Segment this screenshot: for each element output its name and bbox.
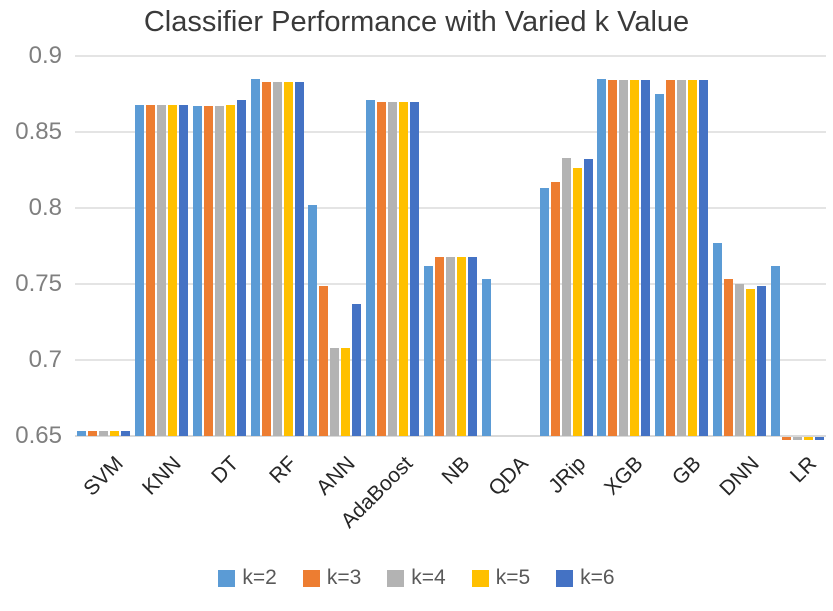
- bar-AdaBoost-k=6: [410, 101, 420, 436]
- bar-AdaBoost-k=5: [399, 101, 409, 436]
- bar-LR-k=4: [792, 437, 802, 441]
- bar-SVM-k=2: [77, 431, 87, 436]
- y-axis-tick-label: 0.65: [15, 422, 62, 449]
- chart-title: Classifier Performance with Varied k Val…: [143, 6, 690, 38]
- bar-RF-k=6: [294, 81, 304, 436]
- bar-KNN-k=4: [157, 104, 167, 436]
- bar-DNN-k=4: [734, 284, 744, 436]
- y-axis-tick-label: 0.85: [15, 118, 62, 145]
- bar-SVM-k=6: [121, 431, 131, 436]
- bar-GB-k=6: [699, 80, 709, 436]
- bar-JRip-k=3: [550, 182, 560, 436]
- bar-RF-k=2: [250, 78, 260, 436]
- bar-LR-k=3: [781, 437, 791, 441]
- bar-LR-k=5: [803, 437, 813, 441]
- legend-item-k=3: k=3: [302, 566, 362, 590]
- gridline-0.8: [75, 207, 826, 209]
- bar-LR-k=2: [770, 265, 780, 436]
- bar-QDA-k=2: [481, 279, 491, 436]
- bar-KNN-k=5: [168, 104, 178, 436]
- legend-label: k=5: [495, 566, 531, 589]
- legend-swatch-icon: [471, 569, 489, 587]
- bar-KNN-k=2: [135, 104, 145, 436]
- bar-NB-k=3: [435, 256, 444, 436]
- bar-NB-k=5: [457, 256, 466, 436]
- bar-SVM-k=5: [110, 431, 120, 436]
- x-axis-category-label-LR: LR: [605, 452, 821, 487]
- legend-label: k=2: [242, 566, 277, 589]
- legend-item-k=5: k=5: [471, 566, 531, 590]
- bar-XGB-k=2: [597, 78, 607, 436]
- plot-area: [75, 55, 826, 441]
- bar-NB-k=4: [446, 256, 455, 436]
- legend-swatch-icon: [387, 569, 405, 587]
- bar-JRip-k=6: [583, 159, 593, 436]
- legend-swatch-icon: [556, 569, 574, 587]
- y-axis-tick-label: 0.7: [28, 346, 62, 373]
- bar-LR-k=6: [814, 437, 824, 441]
- bar-ANN-k=4: [330, 347, 340, 436]
- bar-DT-k=3: [203, 106, 213, 436]
- gridline-0.9: [75, 55, 826, 57]
- bar-NB-k=2: [424, 265, 433, 436]
- bar-GB-k=4: [677, 80, 687, 436]
- bar-DT-k=2: [192, 106, 202, 436]
- bar-JRip-k=5: [572, 168, 582, 436]
- bar-JRip-k=2: [539, 188, 549, 436]
- legend-item-k=4: k=4: [387, 566, 446, 590]
- bar-AdaBoost-k=4: [388, 101, 398, 436]
- bar-XGB-k=5: [630, 80, 640, 436]
- bar-KNN-k=3: [146, 104, 156, 436]
- y-axis-tick-label: 0.9: [28, 42, 62, 69]
- y-axis-tick-label: 0.8: [28, 194, 62, 221]
- legend-label: k=6: [580, 566, 615, 589]
- bar-NB-k=6: [468, 256, 477, 436]
- bar-DT-k=6: [236, 100, 246, 436]
- bar-JRip-k=4: [561, 157, 571, 436]
- legend-swatch-icon: [302, 569, 320, 587]
- legend: k=2 k=3 k=4 k=5 k=6: [0, 566, 833, 590]
- bar-GB-k=5: [688, 80, 698, 436]
- bar-AdaBoost-k=3: [377, 101, 387, 436]
- bar-ANN-k=3: [319, 285, 329, 436]
- bar-RF-k=5: [283, 81, 293, 436]
- bar-GB-k=2: [655, 94, 665, 436]
- bar-RF-k=4: [272, 81, 282, 436]
- legend-item-k=2: k=2: [218, 566, 277, 590]
- bar-SVM-k=4: [99, 431, 109, 436]
- bar-ANN-k=2: [308, 204, 318, 436]
- bar-ANN-k=5: [341, 347, 351, 436]
- legend-label: k=4: [411, 566, 446, 589]
- bar-DT-k=5: [225, 104, 235, 436]
- gridline-0.85: [75, 131, 826, 133]
- bar-AdaBoost-k=2: [366, 100, 376, 436]
- bar-SVM-k=3: [88, 431, 98, 436]
- bar-RF-k=3: [261, 81, 271, 436]
- legend-item-k=6: k=6: [556, 566, 615, 590]
- bar-DNN-k=6: [756, 285, 766, 436]
- gridline-0.65: [75, 435, 826, 437]
- x-axis-category-text: LR: [786, 452, 822, 488]
- bar-XGB-k=3: [608, 80, 618, 436]
- bar-XGB-k=6: [641, 80, 651, 436]
- bar-KNN-k=6: [179, 104, 189, 436]
- bar-ANN-k=6: [352, 303, 362, 436]
- legend-swatch-icon: [218, 569, 236, 587]
- bar-DNN-k=3: [723, 279, 733, 436]
- bar-GB-k=3: [666, 80, 676, 436]
- bar-DNN-k=2: [712, 242, 722, 436]
- bar-DT-k=4: [214, 106, 224, 436]
- bar-DNN-k=5: [745, 288, 755, 436]
- legend-label: k=3: [326, 566, 362, 589]
- bar-XGB-k=4: [619, 80, 629, 436]
- y-axis-tick-label: 0.75: [15, 270, 62, 297]
